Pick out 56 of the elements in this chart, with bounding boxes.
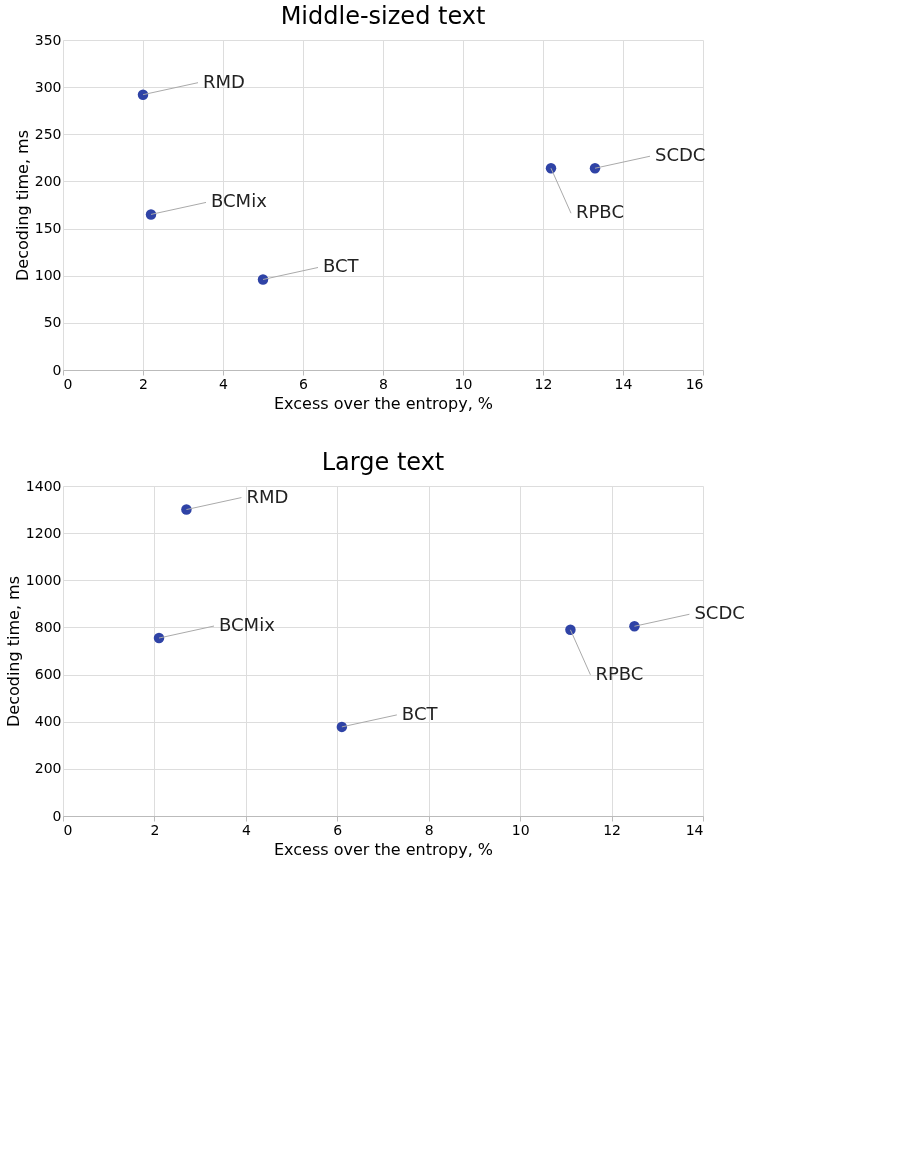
chart-title: Large text <box>321 448 445 476</box>
point <box>181 504 192 515</box>
point <box>589 162 601 174</box>
x-tick-label: 6 <box>299 375 309 392</box>
x-tick-label: 14 <box>685 821 704 838</box>
y-tick-label: 0 <box>52 361 62 378</box>
x-tick-label: 10 <box>454 375 473 392</box>
x-tick-label: 12 <box>534 375 553 392</box>
annotation: BCMix <box>219 614 276 636</box>
y-tick-label: 0 <box>52 807 62 824</box>
x-tick-label: 2 <box>150 821 160 838</box>
x-axis-title: Excess over the entropy, % <box>273 839 494 859</box>
y-tick-label: 50 <box>43 314 62 331</box>
x-tick-label: 2 <box>139 375 148 392</box>
annotation: SCDC <box>655 144 706 166</box>
point <box>137 89 149 100</box>
x-tick-label: 4 <box>241 821 251 838</box>
x-tick-label: 8 <box>379 375 388 392</box>
annotation: RPBC <box>595 662 644 684</box>
annotation: BCMix <box>211 190 268 212</box>
x-tick-label: 6 <box>333 821 343 838</box>
x-tick-label: 12 <box>603 821 621 838</box>
x-tick-label: 0 <box>63 821 73 838</box>
y-tick-label: 200 <box>34 172 62 189</box>
y-tick-label: 300 <box>34 78 62 95</box>
y-tick-label: 350 <box>34 31 62 48</box>
x-axis-title: Excess over the entropy, % <box>273 393 494 413</box>
annotation: BCT <box>401 702 439 724</box>
y-axis-title: Decoding time, ms <box>3 576 23 727</box>
annotation: BCT <box>323 255 360 277</box>
chart-title: Middle-sized text <box>280 2 486 30</box>
y-tick-label: 1200 <box>25 524 62 541</box>
x-tick-label: 10 <box>511 821 530 838</box>
y-tick-label: 1000 <box>25 571 62 588</box>
annotation: SCDC <box>694 602 745 624</box>
point <box>565 624 576 636</box>
point <box>145 209 157 220</box>
y-tick-label: 200 <box>34 760 62 777</box>
x-tick-label: 14 <box>614 375 633 392</box>
x-tick-label: 16 <box>685 375 704 392</box>
x-tick-label: 4 <box>219 375 229 392</box>
y-axis-title: Decoding time, ms <box>12 130 32 281</box>
point <box>629 621 640 632</box>
x-tick-label: 0 <box>63 375 73 392</box>
y-tick-label: 800 <box>34 618 62 635</box>
point <box>336 721 348 733</box>
x-tick-label: 8 <box>424 821 434 838</box>
y-tick-label: 100 <box>34 267 62 284</box>
annotation: RMD <box>246 485 289 507</box>
annotation: RPBC <box>576 201 624 223</box>
y-tick-label: 150 <box>34 220 62 237</box>
y-tick-label: 600 <box>34 666 62 683</box>
y-tick-label: 250 <box>34 125 62 142</box>
y-tick-label: 400 <box>34 713 62 730</box>
y-tick-label: 1400 <box>25 477 62 494</box>
annotation: RMD <box>203 70 245 92</box>
